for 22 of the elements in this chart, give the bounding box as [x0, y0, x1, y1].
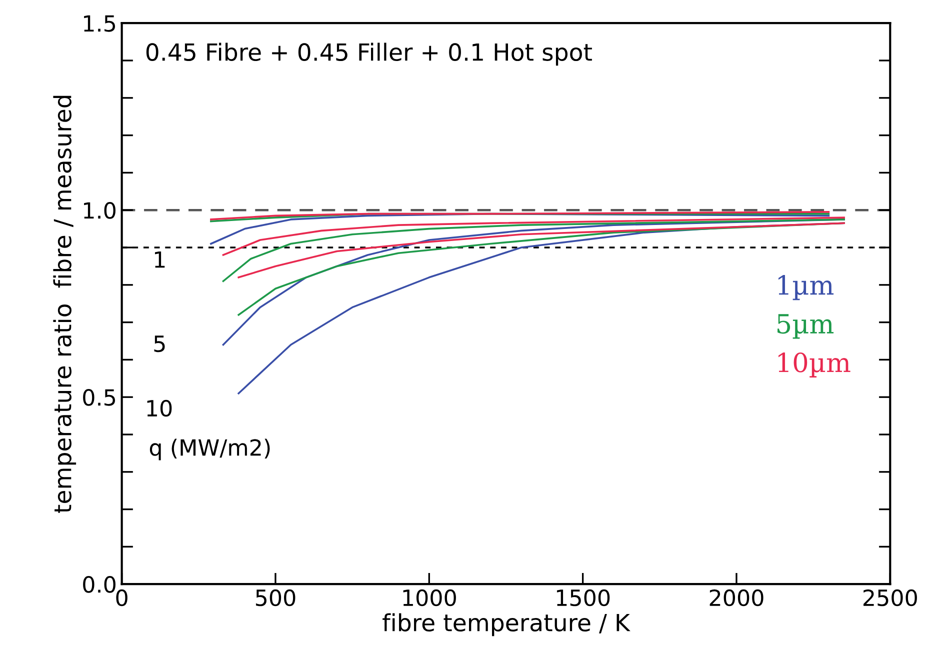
- x-axis-title: fibre temperature / K: [382, 613, 630, 636]
- line-series: [210, 212, 830, 245]
- x-tick-label: 1000: [403, 589, 456, 606]
- annotation: 10: [147, 400, 172, 417]
- x-tick-label: 2000: [710, 589, 764, 606]
- y-tick-label: 0.5: [83, 389, 116, 406]
- y-tick-label: 0.0: [83, 576, 116, 593]
- line-series: [222, 216, 845, 256]
- x-tick-label: 1500: [556, 589, 610, 606]
- x-tick-label: 2500: [864, 589, 917, 606]
- annotation: 5: [154, 336, 165, 352]
- annotation: 1: [154, 251, 165, 268]
- y-tick-label: 1.5: [84, 15, 116, 32]
- text: 0.45 Fibre + 0.45 Filler + 0.1 Hot spot: [146, 42, 592, 66]
- text: 5µm: [778, 314, 834, 339]
- annotation: q (MW/m2): [150, 438, 270, 460]
- x-tick-label: 500: [256, 589, 296, 606]
- y-tick-label: 1.0: [84, 202, 116, 219]
- y-axis-title: temperature ratio fibre / measured: [53, 96, 76, 513]
- text: 1µm: [778, 275, 834, 300]
- text: 10µm: [778, 352, 850, 378]
- x-tick-label: 0: [116, 589, 128, 606]
